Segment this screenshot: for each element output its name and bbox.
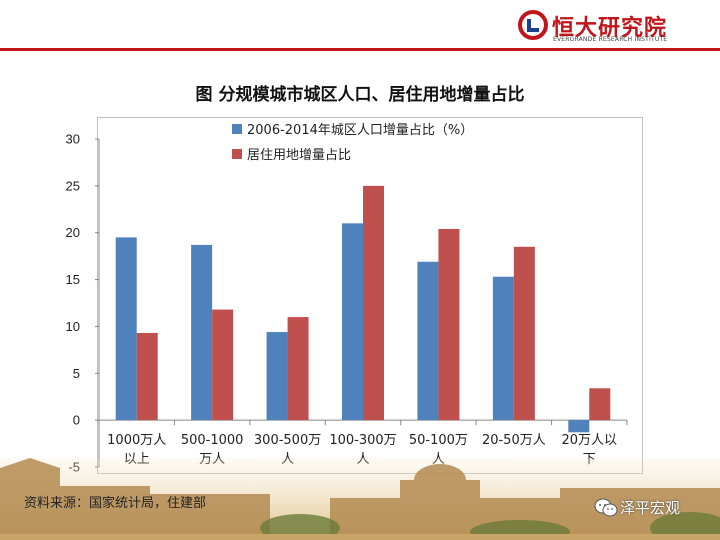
y-tick-label: 30 bbox=[66, 132, 80, 147]
x-tick-label: 20-50万人 bbox=[482, 433, 546, 448]
bar-population-2 bbox=[266, 332, 288, 421]
bar-population-5 bbox=[492, 276, 514, 421]
bar-population-0 bbox=[115, 237, 137, 421]
y-tick-label: 0 bbox=[73, 413, 80, 428]
y-tick-label: 25 bbox=[66, 178, 80, 193]
y-tick-label: 15 bbox=[66, 272, 80, 287]
x-tick-label: 20万人以 bbox=[562, 433, 618, 448]
y-tick-label: 10 bbox=[66, 319, 80, 334]
bar-residential-land-2 bbox=[287, 317, 309, 421]
x-tick-label: 50-100万 bbox=[409, 433, 468, 448]
logo-text: 恒大研究院 bbox=[552, 16, 668, 41]
source-note: 资料来源：国家统计局，住建部 bbox=[24, 496, 207, 511]
footer-image bbox=[0, 458, 720, 540]
bar-population-1 bbox=[191, 244, 213, 421]
bar-population-3 bbox=[342, 223, 363, 421]
x-tick-label: 100-300万 bbox=[329, 433, 396, 448]
legend-label: 居住用地增量占比 bbox=[247, 148, 351, 163]
logo: 恒大研究院 EVERGRANDE RESEARCH INSTITUTE bbox=[518, 8, 708, 46]
evergrande-logo-icon bbox=[518, 10, 548, 40]
legend-label: 2006-2014年城区人口增量占比（%） bbox=[247, 123, 473, 138]
bar-residential-land-1 bbox=[212, 309, 234, 421]
legend-swatch bbox=[232, 124, 242, 134]
bar-residential-land-3 bbox=[363, 185, 384, 421]
wechat-account-name: 泽平宏观 bbox=[620, 499, 681, 517]
x-tick-label: 1000万人 bbox=[107, 433, 166, 448]
x-tick-label: 500-1000 bbox=[181, 433, 244, 448]
bar-residential-land-0 bbox=[136, 332, 158, 421]
wechat-icon bbox=[594, 498, 618, 517]
header-bar: 恒大研究院 EVERGRANDE RESEARCH INSTITUTE bbox=[0, 0, 720, 50]
header-divider bbox=[0, 48, 720, 51]
y-tick-label: 20 bbox=[66, 225, 80, 240]
bar-population-4 bbox=[417, 261, 439, 421]
bar-residential-land-6 bbox=[589, 388, 611, 421]
chart-title: 图 分规模城市城区人口、居住用地增量占比 bbox=[195, 85, 525, 105]
bar-residential-land-4 bbox=[438, 228, 460, 421]
x-tick-label: 300-500万 bbox=[254, 433, 321, 448]
y-tick-label: 5 bbox=[73, 366, 80, 381]
bar-population-6 bbox=[568, 420, 590, 433]
bar-residential-land-5 bbox=[513, 246, 535, 421]
legend-swatch bbox=[232, 149, 242, 159]
building-skyline-image bbox=[0, 458, 720, 540]
logo-subtitle: EVERGRANDE RESEARCH INSTITUTE bbox=[553, 36, 668, 43]
